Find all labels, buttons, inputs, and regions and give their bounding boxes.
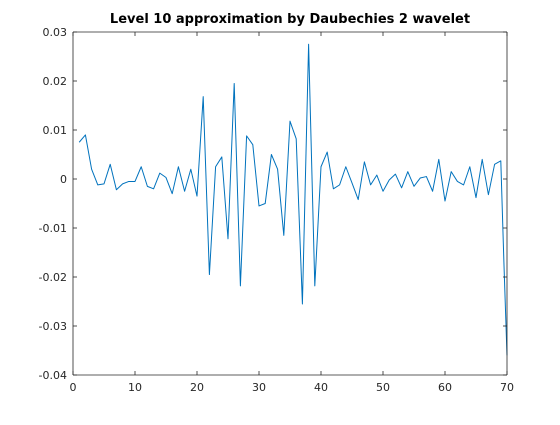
y-tick-label: 0 xyxy=(60,173,67,186)
y-tick-label: 0.02 xyxy=(43,75,68,88)
plot-area xyxy=(73,32,507,375)
x-tick-label: 40 xyxy=(314,381,328,394)
y-tick-label: -0.01 xyxy=(39,222,67,235)
x-tick-label: 60 xyxy=(438,381,452,394)
y-tick-label: 0.01 xyxy=(43,124,68,137)
x-axis-ticks: 0 10 20 30 40 50 60 70 xyxy=(70,32,514,394)
y-tick-label: 0.03 xyxy=(43,26,68,39)
x-tick-label: 0 xyxy=(70,381,77,394)
x-tick-label: 50 xyxy=(376,381,390,394)
series-line-1 xyxy=(78,43,508,356)
x-tick-label: 30 xyxy=(252,381,266,394)
x-tick-label: 70 xyxy=(500,381,514,394)
x-tick-label: 20 xyxy=(190,381,204,394)
y-tick-label: -0.04 xyxy=(39,369,67,382)
axes xyxy=(72,31,508,376)
x-tick-label: 10 xyxy=(128,381,142,394)
series-layer xyxy=(78,43,508,356)
y-axis-ticks: 0.03 0.02 0.01 0 -0.01 -0.02 -0.03 -0.04 xyxy=(39,26,507,382)
y-tick-label: -0.03 xyxy=(39,320,67,333)
y-tick-label: -0.02 xyxy=(39,271,67,284)
chart-title: Level 10 approximation by Daubechies 2 w… xyxy=(110,12,470,27)
